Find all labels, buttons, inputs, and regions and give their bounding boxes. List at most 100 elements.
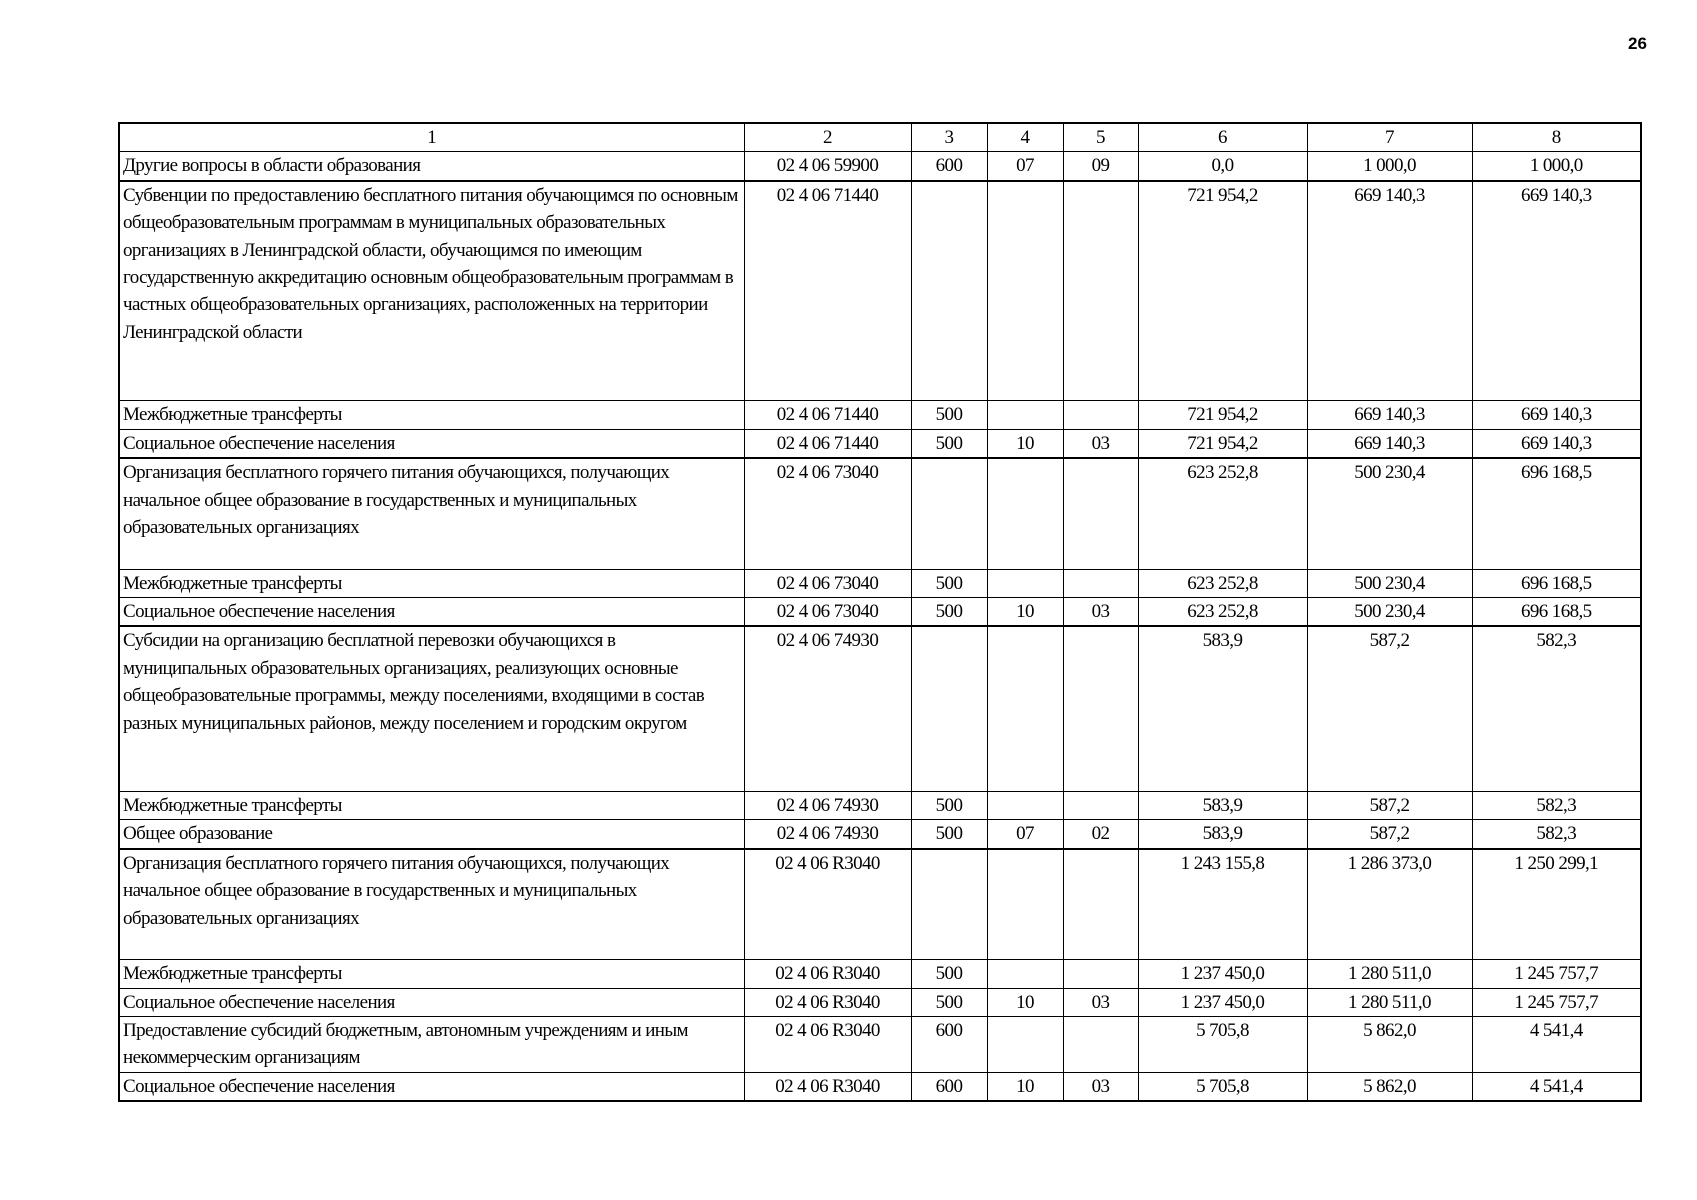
row-value-8: 669 140,3 bbox=[1471, 179, 1642, 402]
row-value-8: 1 245 757,7 bbox=[1471, 959, 1642, 989]
row-value-8: 4 541,4 bbox=[1471, 1071, 1642, 1102]
table-row: Предоставление субсидий бюджетным, автон… bbox=[118, 1016, 1642, 1073]
row-value-7: 587,2 bbox=[1306, 819, 1473, 850]
row-type bbox=[910, 625, 988, 792]
table-row: Социальное обеспечение населения 02 4 06 … bbox=[118, 1071, 1642, 1102]
row-description: Предоставление субсидий бюджетным, автон… bbox=[118, 1016, 745, 1073]
row-description: Общее образование bbox=[118, 819, 745, 850]
row-subsection bbox=[1062, 790, 1139, 821]
row-value-7: 1 280 511,0 bbox=[1306, 959, 1473, 989]
row-value-6: 623 252,8 bbox=[1137, 597, 1308, 627]
row-code: 02 4 06 71440 bbox=[743, 428, 912, 459]
row-section bbox=[986, 457, 1064, 570]
row-description: Социальное обеспечение населения bbox=[118, 428, 745, 459]
row-description: Социальное обеспечение населения bbox=[118, 1071, 745, 1102]
row-section bbox=[986, 179, 1064, 402]
row-type: 500 bbox=[910, 568, 988, 599]
row-section bbox=[986, 625, 1064, 792]
row-value-8: 1 000,0 bbox=[1471, 151, 1642, 182]
row-value-7: 1 280 511,0 bbox=[1306, 987, 1473, 1018]
row-subsection: 03 bbox=[1062, 428, 1139, 459]
table-row: Социальное обеспечение населения 02 4 06 … bbox=[118, 428, 1642, 459]
row-subsection bbox=[1062, 457, 1139, 570]
row-code: 02 4 06 73040 bbox=[743, 568, 912, 599]
row-value-6: 583,9 bbox=[1137, 819, 1308, 850]
row-value-7: 669 140,3 bbox=[1306, 428, 1473, 459]
row-value-6: 1 243 155,8 bbox=[1137, 847, 1308, 961]
row-type: 500 bbox=[910, 819, 988, 850]
row-description: Межбюджетные трансферты bbox=[118, 790, 745, 821]
row-section bbox=[986, 400, 1064, 430]
row-subsection bbox=[1062, 179, 1139, 402]
row-value-6: 1 237 450,0 bbox=[1137, 987, 1308, 1018]
column-header: 1 bbox=[118, 122, 745, 153]
row-value-8: 1 250 299,1 bbox=[1471, 847, 1642, 961]
column-header: 2 bbox=[743, 122, 912, 153]
row-section: 10 bbox=[986, 428, 1064, 459]
row-section bbox=[986, 1016, 1064, 1073]
row-section bbox=[986, 959, 1064, 989]
row-code: 02 4 06 R3040 bbox=[743, 847, 912, 961]
row-subsection: 03 bbox=[1062, 597, 1139, 627]
row-type: 500 bbox=[910, 428, 988, 459]
row-subsection bbox=[1062, 959, 1139, 989]
row-value-8: 582,3 bbox=[1471, 625, 1642, 792]
row-description: Субсидии на организацию бесплатной перев… bbox=[118, 625, 745, 792]
row-code: 02 4 06 71440 bbox=[743, 179, 912, 402]
row-type bbox=[910, 847, 988, 961]
row-type bbox=[910, 179, 988, 402]
row-description: Организация бесплатного горячего питания… bbox=[118, 457, 745, 570]
row-value-6: 623 252,8 bbox=[1137, 568, 1308, 599]
row-code: 02 4 06 59900 bbox=[743, 151, 912, 182]
row-type: 600 bbox=[910, 1016, 988, 1073]
row-section bbox=[986, 847, 1064, 961]
row-section: 07 bbox=[986, 151, 1064, 182]
row-value-7: 1 286 373,0 bbox=[1306, 847, 1473, 961]
row-code: 02 4 06 R3040 bbox=[743, 1016, 912, 1073]
row-code: 02 4 06 73040 bbox=[743, 597, 912, 627]
row-section bbox=[986, 568, 1064, 599]
row-description: Межбюджетные трансферты bbox=[118, 400, 745, 430]
column-header: 5 bbox=[1062, 122, 1139, 153]
row-description: Субвенции по предоставлению бесплатного … bbox=[118, 179, 745, 402]
table-row: Субвенции по предоставлению бесплатного … bbox=[118, 179, 1642, 402]
row-value-8: 582,3 bbox=[1471, 819, 1642, 850]
row-type: 500 bbox=[910, 987, 988, 1018]
row-code: 02 4 06 R3040 bbox=[743, 959, 912, 989]
row-code: 02 4 06 73040 bbox=[743, 457, 912, 570]
row-value-8: 696 168,5 bbox=[1471, 597, 1642, 627]
table-row: Общее образование 02 4 06 74930 500 07 02 583… bbox=[118, 819, 1642, 850]
table-row: Субсидии на организацию бесплатной перев… bbox=[118, 625, 1642, 792]
table-row: Межбюджетные трансферты 02 4 06 73040 500 6… bbox=[118, 568, 1642, 599]
row-description: Другие вопросы в области образования bbox=[118, 151, 745, 182]
row-subsection bbox=[1062, 625, 1139, 792]
row-value-6: 583,9 bbox=[1137, 625, 1308, 792]
row-section: 10 bbox=[986, 597, 1064, 627]
row-value-6: 0,0 bbox=[1137, 151, 1308, 182]
row-section bbox=[986, 790, 1064, 821]
row-code: 02 4 06 71440 bbox=[743, 400, 912, 430]
row-description: Социальное обеспечение населения bbox=[118, 597, 745, 627]
row-value-6: 721 954,2 bbox=[1137, 428, 1308, 459]
row-description: Организация бесплатного горячего питания… bbox=[118, 847, 745, 961]
column-header: 3 bbox=[910, 122, 988, 153]
row-value-8: 582,3 bbox=[1471, 790, 1642, 821]
row-value-7: 5 862,0 bbox=[1306, 1071, 1473, 1102]
row-value-7: 500 230,4 bbox=[1306, 597, 1473, 627]
row-value-7: 587,2 bbox=[1306, 790, 1473, 821]
row-section: 07 bbox=[986, 819, 1064, 850]
row-section: 10 bbox=[986, 1071, 1064, 1102]
row-value-6: 1 237 450,0 bbox=[1137, 959, 1308, 989]
table-row: Межбюджетные трансферты 02 4 06 74930 500 5… bbox=[118, 790, 1642, 821]
row-value-7: 5 862,0 bbox=[1306, 1016, 1473, 1073]
row-code: 02 4 06 R3040 bbox=[743, 987, 912, 1018]
row-type: 600 bbox=[910, 1071, 988, 1102]
row-description: Социальное обеспечение населения bbox=[118, 987, 745, 1018]
row-type bbox=[910, 457, 988, 570]
row-subsection bbox=[1062, 400, 1139, 430]
table-row: Межбюджетные трансферты 02 4 06 R3040 500 1… bbox=[118, 959, 1642, 989]
row-value-8: 696 168,5 bbox=[1471, 457, 1642, 570]
row-subsection bbox=[1062, 568, 1139, 599]
